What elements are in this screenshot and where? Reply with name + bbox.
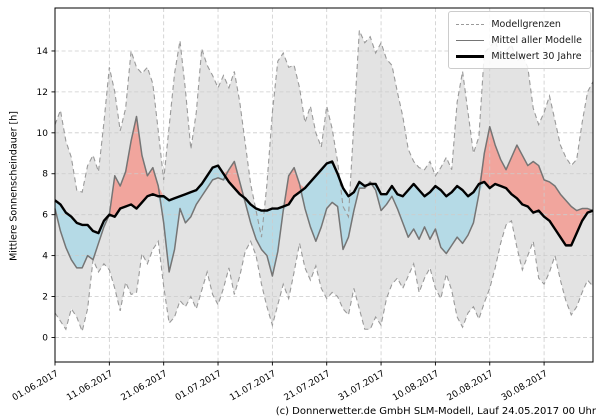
gray-line-icon [456, 39, 485, 41]
dashed-line-icon [456, 23, 485, 25]
black-line-icon [456, 54, 485, 58]
x-tick-label: 20.08.2017 [446, 369, 496, 403]
copyright-footer: (c) Donnerwetter.de GmbH SLM-Modell, Lau… [275, 406, 596, 417]
legend-item-mittel-aller-modelle: Mittel aller Modelle [456, 32, 582, 48]
y-tick-label: 14 [37, 47, 49, 57]
x-tick-label: 10.08.2017 [391, 369, 441, 403]
model-mean-line [54, 115, 594, 277]
x-tick-label: 21.07.2017 [283, 369, 333, 403]
mean-30y-line [54, 160, 594, 247]
above-normal-area [55, 116, 593, 246]
x-tick-label: 01.07.2017 [174, 369, 224, 403]
legend-item-label: Mittelwert 30 Jahre [491, 50, 582, 62]
plot-border [54, 7, 594, 363]
legend-item-modellgrenzen: Modellgrenzen [456, 16, 582, 32]
y-tick-label: 2 [42, 293, 48, 303]
legend-item-label: Modellgrenzen [491, 18, 561, 30]
below-normal-area [55, 161, 593, 277]
x-tick-label: 11.06.2017 [65, 369, 115, 403]
legend-item-mittelwert-30-jahre: Mittelwert 30 Jahre [456, 48, 582, 64]
y-tick-label: 10 [37, 129, 49, 139]
x-tick-label: 31.07.2017 [337, 369, 387, 403]
x-tick-label: 11.07.2017 [228, 369, 278, 403]
legend: Modellgrenzen Mittel aller Modelle Mitte… [448, 11, 591, 69]
y-tick-label: 0 [42, 333, 48, 343]
y-tick-label: 6 [42, 211, 48, 221]
y-tick-label: 4 [42, 252, 48, 262]
x-tick-label: 01.06.2017 [11, 369, 61, 403]
y-tick-label: 12 [37, 88, 48, 98]
y-tick-label: 8 [42, 170, 48, 180]
legend-item-label: Mittel aller Modelle [491, 34, 582, 46]
lower-model-bound-line [54, 219, 594, 334]
y-axis-label: Mittlere Sonnenscheindauer [h] [8, 111, 20, 261]
x-tick-label: 21.06.2017 [120, 369, 170, 403]
x-tick-label: 30.08.2017 [500, 369, 550, 403]
